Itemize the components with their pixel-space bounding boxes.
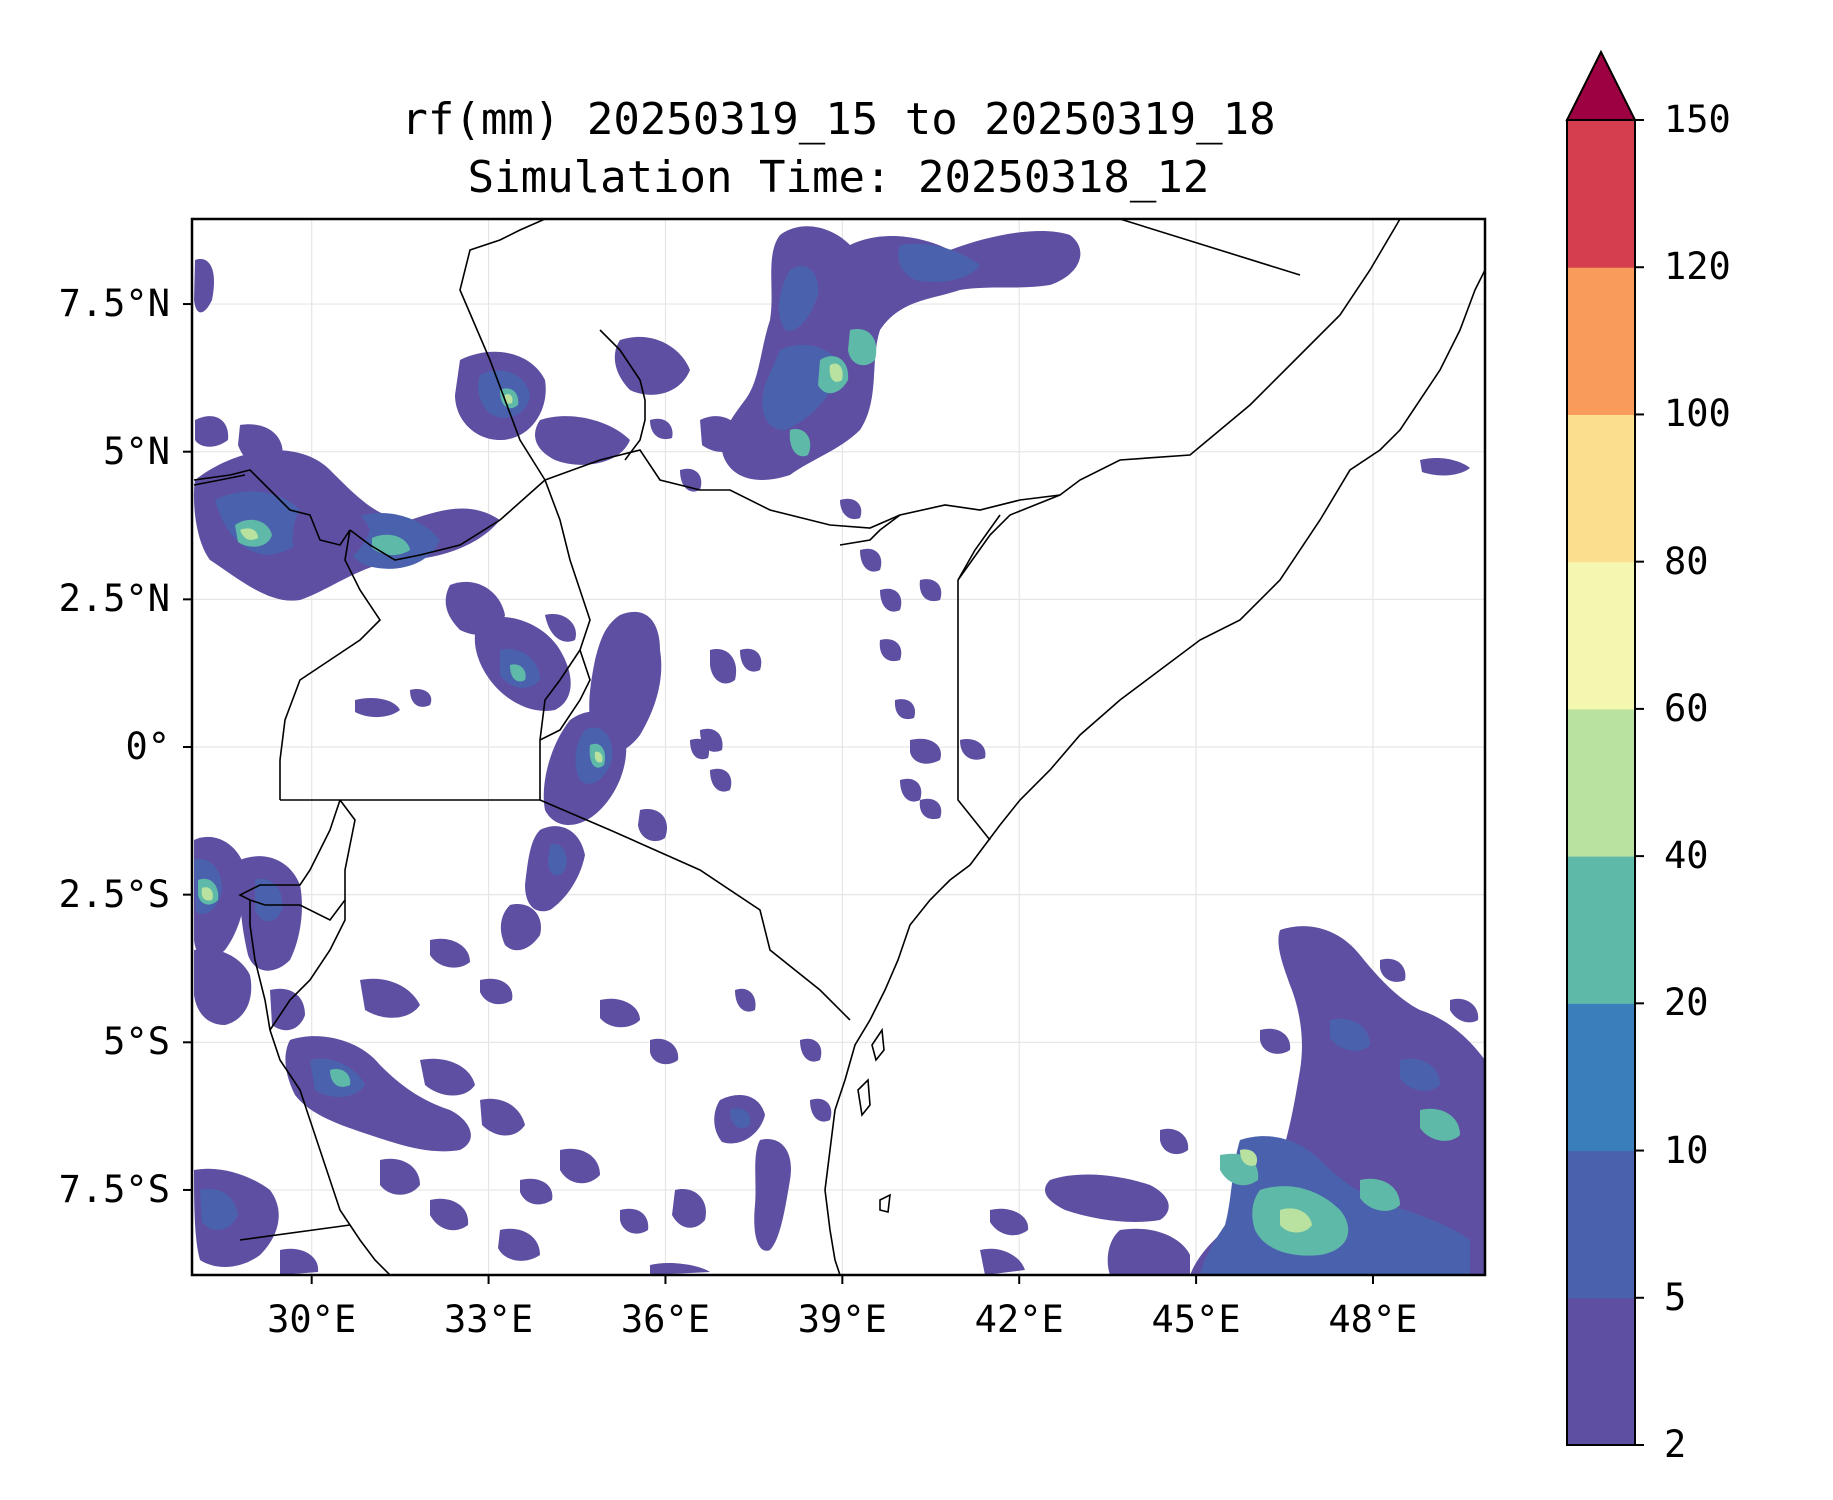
colorbar-tick-label: 60 bbox=[1664, 686, 1709, 730]
colorbar-segment bbox=[1567, 267, 1635, 415]
country-borders-and-coastlines bbox=[193, 219, 1485, 1275]
colorbar-segment bbox=[1567, 414, 1635, 563]
y-tick-marks bbox=[183, 303, 192, 1191]
colorbar-segment bbox=[1567, 1003, 1635, 1152]
colorbar-segment bbox=[1567, 856, 1635, 1004]
y-tick-label: 7.5°N bbox=[58, 282, 170, 326]
colorbar-segment bbox=[1567, 708, 1635, 857]
colorbar-segment bbox=[1567, 1150, 1635, 1299]
rain-cluster-indian-ocean bbox=[980, 926, 1485, 1275]
colorbar-segment bbox=[1567, 561, 1635, 710]
x-tick-label: 45°E bbox=[1151, 1298, 1241, 1341]
colorbar-tick-label: 20 bbox=[1664, 981, 1709, 1025]
rain-cluster-uganda bbox=[355, 581, 576, 718]
rainfall-field bbox=[193, 226, 1485, 1275]
y-tick-label: 5°N bbox=[103, 429, 170, 473]
x-tick-label: 48°E bbox=[1328, 1298, 1418, 1341]
x-tick-label: 39°E bbox=[797, 1298, 887, 1341]
y-tick-label: 7.5°S bbox=[58, 1167, 170, 1211]
rain-cluster-east-scattered bbox=[860, 457, 1470, 820]
colorbar bbox=[1565, 49, 1644, 1446]
colorbar-tick-label: 80 bbox=[1664, 539, 1709, 583]
x-tick-label: 42°E bbox=[974, 1298, 1064, 1341]
y-tick-label: 0° bbox=[125, 725, 170, 768]
colorbar-tick-label: 100 bbox=[1664, 392, 1731, 436]
colorbar-segment bbox=[1567, 120, 1635, 268]
y-tick-label: 2.5°S bbox=[58, 872, 170, 916]
chart-subtitle: Simulation Time: 20250318_12 bbox=[467, 152, 1210, 203]
x-tick-label: 30°E bbox=[267, 1298, 357, 1341]
chart-title: rf(mm) 20250319_15 to 20250319_18 bbox=[401, 94, 1276, 145]
x-tick-marks bbox=[310, 1275, 1374, 1284]
colorbar-tick-label: 40 bbox=[1664, 834, 1709, 878]
colorbar-tick-label: 150 bbox=[1664, 98, 1731, 141]
colorbar-tick-label: 5 bbox=[1664, 1275, 1687, 1319]
colorbar-tick-label: 10 bbox=[1664, 1128, 1709, 1172]
y-tick-label: 5°S bbox=[103, 1020, 170, 1064]
rain-cluster-south-sudan bbox=[193, 259, 630, 601]
colorbar-extend-arrow bbox=[1565, 49, 1637, 121]
colorbar-tick-label: 2 bbox=[1664, 1423, 1687, 1466]
rain-cluster-kenya-highlands bbox=[500, 611, 762, 951]
rain-cluster-ethiopia bbox=[614, 226, 1081, 520]
colorbar-segment bbox=[1567, 1297, 1635, 1446]
x-tick-label: 33°E bbox=[444, 1298, 534, 1341]
rain-cluster-tanzania-west bbox=[194, 836, 679, 1275]
colorbar-frame bbox=[1566, 119, 1636, 1446]
y-tick-label: 2.5°N bbox=[58, 577, 170, 621]
colorbar-tick-label: 120 bbox=[1664, 245, 1731, 289]
x-tick-label: 36°E bbox=[620, 1298, 710, 1341]
rain-cluster-tanzania-east bbox=[620, 988, 832, 1275]
